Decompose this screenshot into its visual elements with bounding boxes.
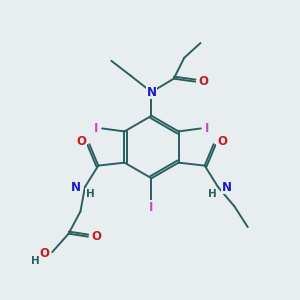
Text: I: I bbox=[149, 201, 154, 214]
Text: O: O bbox=[217, 135, 227, 148]
Text: N: N bbox=[146, 85, 157, 98]
Text: I: I bbox=[205, 122, 209, 135]
Text: H: H bbox=[208, 188, 217, 199]
Text: O: O bbox=[199, 75, 208, 88]
Text: O: O bbox=[91, 230, 101, 243]
Text: O: O bbox=[39, 247, 49, 260]
Text: H: H bbox=[31, 256, 39, 266]
Text: N: N bbox=[222, 181, 232, 194]
Text: O: O bbox=[76, 135, 86, 148]
Text: I: I bbox=[93, 122, 98, 135]
Text: N: N bbox=[71, 181, 81, 194]
Text: H: H bbox=[86, 188, 95, 199]
